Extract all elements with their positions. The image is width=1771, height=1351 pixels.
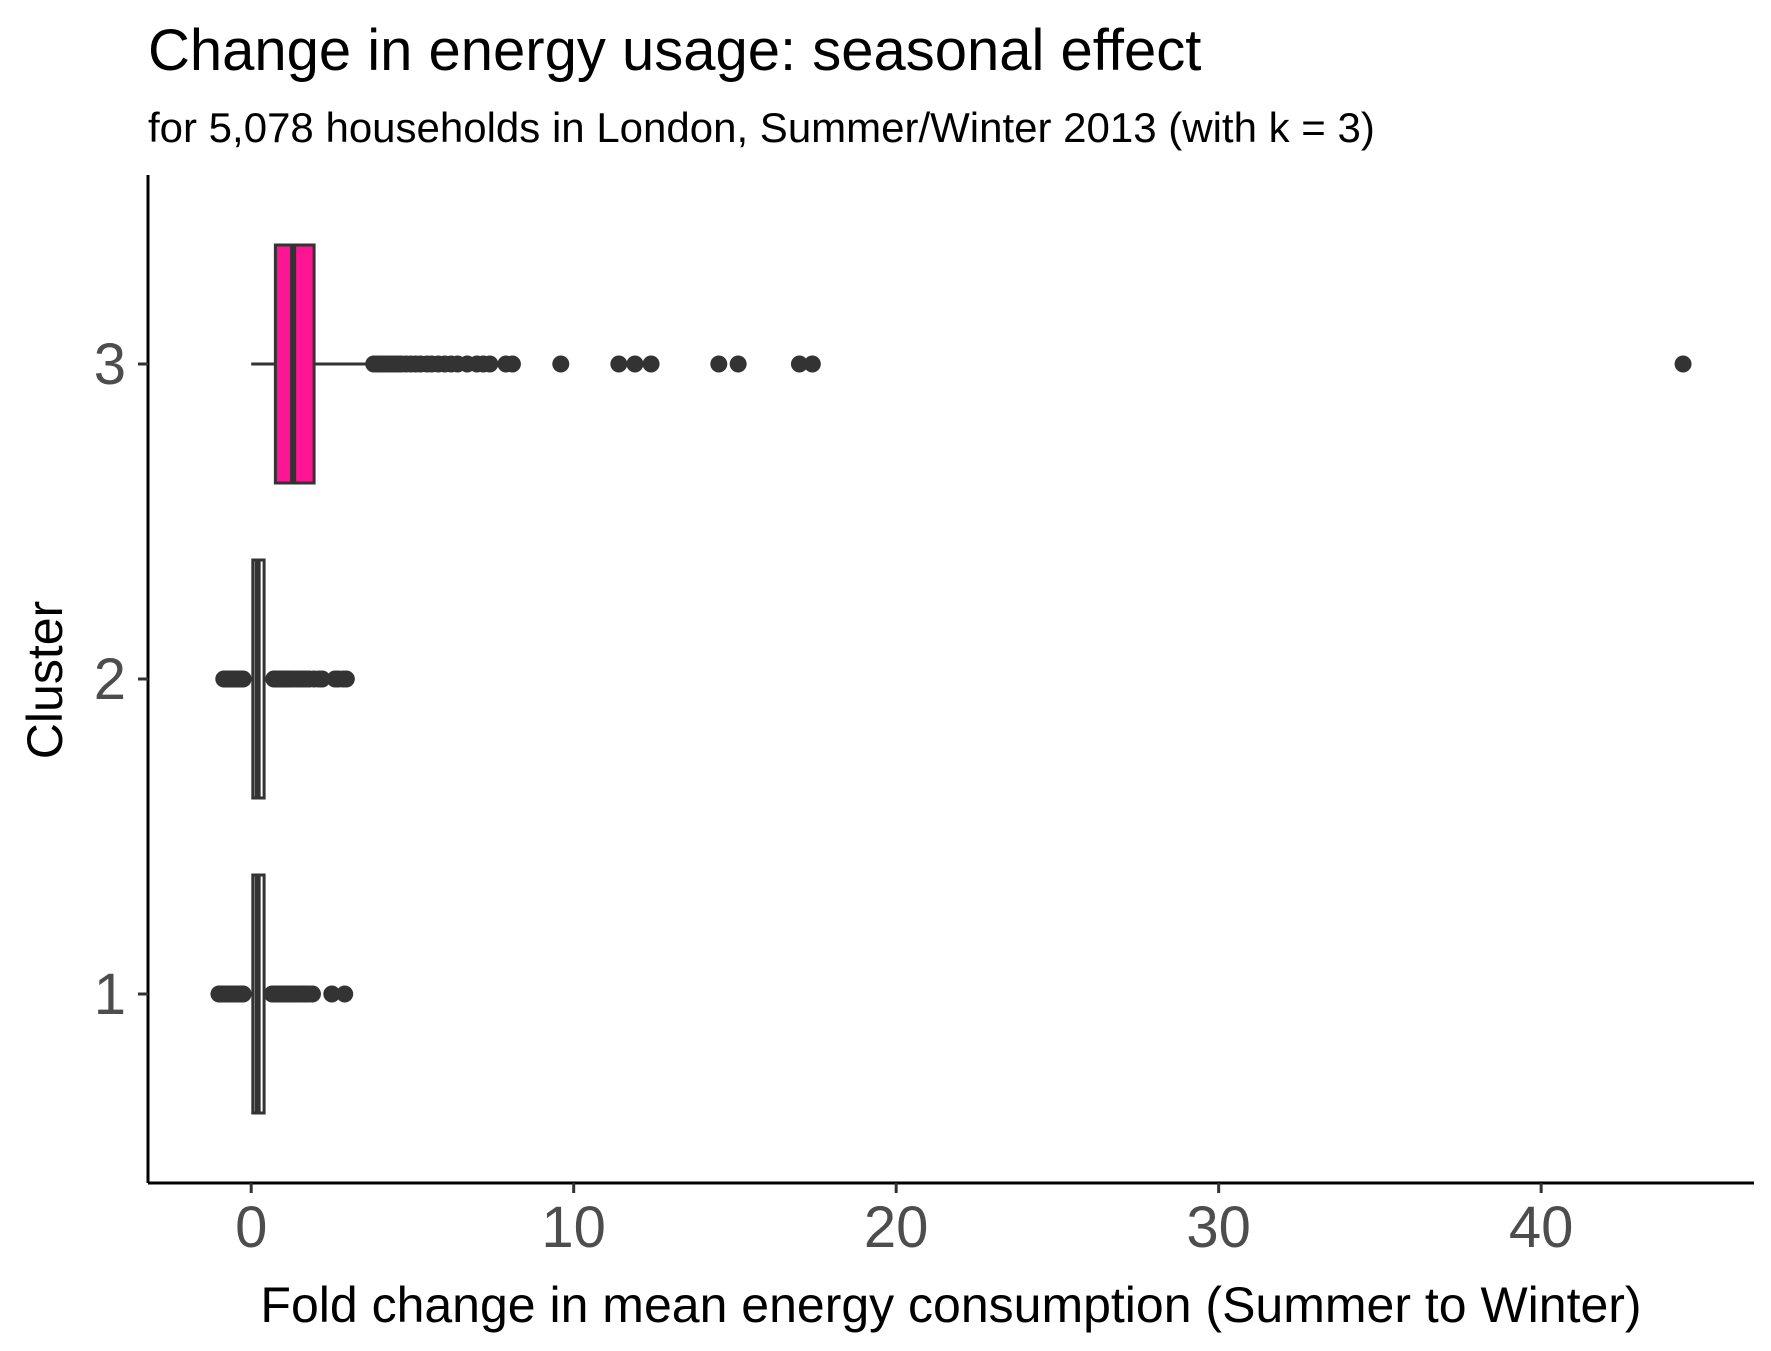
outlier-point <box>234 670 252 688</box>
y-tick-label: 2 <box>94 647 126 712</box>
x-tick-label: 30 <box>1186 1195 1251 1260</box>
x-axis-label: Fold change in mean energy consumption (… <box>260 1277 1641 1333</box>
x-tick-label: 40 <box>1509 1195 1574 1260</box>
outlier-point <box>710 355 728 373</box>
chart-subtitle: for 5,078 households in London, Summer/W… <box>148 104 1375 151</box>
outlier-point <box>803 355 821 373</box>
outlier-point <box>234 985 252 1003</box>
outlier-point <box>610 355 628 373</box>
outlier-point <box>729 355 747 373</box>
y-axis-label: Cluster <box>17 601 73 759</box>
plot-area <box>210 243 1692 1115</box>
x-tick-label: 10 <box>541 1195 606 1260</box>
outlier-point <box>337 670 355 688</box>
y-tick-label: 1 <box>94 962 126 1027</box>
outlier-point <box>336 985 354 1003</box>
outlier-point <box>323 985 341 1003</box>
chart-title: Change in energy usage: seasonal effect <box>148 18 1201 83</box>
outlier-point <box>790 355 808 373</box>
outlier-point <box>303 985 321 1003</box>
x-tick-label: 0 <box>235 1195 267 1260</box>
x-tick-label: 20 <box>864 1195 929 1260</box>
outlier-point <box>642 355 660 373</box>
y-tick-label: 3 <box>94 332 126 397</box>
outlier-point <box>503 355 521 373</box>
outlier-point <box>481 355 499 373</box>
outlier-point <box>552 355 570 373</box>
outlier-point <box>313 670 331 688</box>
outlier-point <box>626 355 644 373</box>
x-axis-ticks: 0 10 20 30 40 <box>235 1183 1573 1260</box>
outlier-point <box>1674 355 1692 373</box>
y-axis-ticks: 1 2 3 <box>94 332 148 1027</box>
